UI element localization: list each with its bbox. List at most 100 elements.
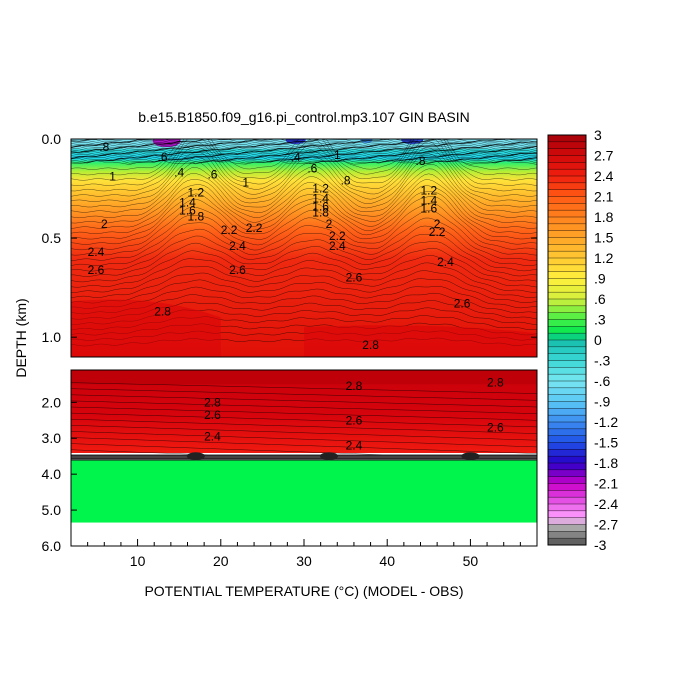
colorbar-bin: [548, 428, 586, 437]
colorbar-tick-label: 3: [594, 127, 602, 143]
contour-line: [71, 144, 537, 149]
colorbar: 3 2.7 2.4 2.1 1.8 1.5 1.2 .9 .6 .3 0 -.3 -.6 -.9 -1.2 -…: [547, 127, 618, 553]
colorbar-bin: [548, 230, 586, 238]
colorbar-bin: [548, 285, 586, 293]
contour-label: 1.2: [312, 182, 329, 196]
contour-line: [71, 145, 537, 151]
colorbar-bin: [548, 483, 586, 491]
lower-y-axis: 2.0 3.0 4.0 5.0 6.0: [42, 394, 77, 554]
colorbar-bin: [548, 223, 586, 232]
colorbar-bin: [548, 504, 586, 512]
colorbar-bin: [548, 360, 586, 368]
contour-line: [71, 139, 537, 181]
colorbar-bin: [548, 346, 586, 355]
colorbar-bin: [548, 251, 586, 259]
colorbar-bin: [548, 155, 586, 163]
colorbar-bin: [548, 374, 586, 382]
contour-label: 2.2: [329, 229, 346, 243]
contour-label: .4: [291, 150, 301, 164]
contour-label: 1.8: [312, 205, 329, 219]
contour-line: [71, 400, 537, 414]
contour-line: [71, 217, 537, 261]
colorbar-tick-label: .3: [594, 312, 606, 328]
colorbar-bin: [548, 394, 586, 402]
contour-line: [71, 418, 537, 434]
contour-line: [71, 148, 537, 154]
contour-label: 2.2: [221, 223, 238, 237]
contour-label: 2.6: [346, 271, 363, 285]
contour-label: .6: [307, 162, 317, 176]
colorbar-tick-label: -1.5: [594, 435, 618, 451]
x-tick-label: 10: [130, 553, 146, 569]
upper-panel-frame: [70, 138, 538, 358]
x-axis: 10 20 30 40 50: [70, 539, 538, 569]
x-tick-label: 50: [463, 553, 479, 569]
colorbar-bin: [548, 217, 586, 225]
colorbar-bin: [548, 244, 586, 252]
colorbar-bin: [548, 401, 586, 409]
contour-line: [71, 139, 537, 145]
contour-label: 2.4: [329, 239, 346, 253]
contour-label: 2.4: [204, 429, 221, 443]
contour-label: .8: [99, 140, 109, 154]
contour-line: [71, 142, 537, 147]
y-tick-label: 0.5: [42, 230, 62, 246]
contour-line: [71, 247, 537, 283]
y-tick-label: 3.0: [42, 430, 62, 446]
colorbar-bin: [548, 135, 586, 143]
colorbar-bin: [548, 237, 586, 245]
colorbar-bin: [548, 463, 586, 471]
colorbar-tick-label: 0: [594, 332, 602, 348]
contour-label: 1.4: [179, 195, 196, 209]
contour-label: .6: [158, 150, 168, 164]
contour-label: 2.4: [437, 255, 454, 269]
colorbar-tick-label: -.9: [594, 394, 611, 410]
colorbar-tick-label: -1.2: [594, 414, 618, 430]
colorbar-tick-label: -2.7: [594, 517, 618, 533]
contour-label: 2.6: [346, 413, 363, 427]
contour-line: [71, 185, 537, 235]
contour-label: 2.4: [88, 245, 105, 259]
colorbar-bin: [548, 292, 586, 300]
contour-line: [71, 431, 537, 448]
y-tick-label: 0.0: [42, 131, 62, 147]
contour-label: 2.8: [204, 395, 221, 409]
colorbar-tick-label: -1.8: [594, 455, 618, 471]
contour-line: [71, 270, 537, 299]
colorbar-bin: [548, 524, 586, 532]
colorbar-bin: [548, 422, 586, 430]
colorbar-bin: [548, 531, 586, 539]
colorbar-bin: [548, 196, 586, 204]
contour-label: 2.6: [229, 263, 246, 277]
contour-label: .4: [174, 166, 184, 180]
colorbar-bin: [548, 517, 586, 525]
colorbar-bin: [548, 538, 586, 546]
contour-label: 2.6: [487, 420, 504, 434]
bottom-contour-cluster: [319, 452, 338, 461]
contour-line: [71, 382, 537, 394]
colorbar-bin: [548, 340, 586, 348]
colorbar-tick-label: -.3: [594, 353, 611, 369]
colorbar-bin: [548, 442, 586, 450]
contour-line: [71, 160, 537, 165]
bottom-layer-band: [71, 454, 537, 461]
lower-panel: 2.8 2.82.82.6 2.62.62.42.4 2.03.04.05.06.0…: [42, 369, 538, 569]
colorbar-bin: [548, 176, 586, 184]
contour-line: [71, 196, 537, 245]
contour-label: 2.4: [229, 239, 246, 253]
contour-line: [71, 141, 537, 192]
colorbar-bin: [548, 381, 586, 389]
colorbar-bin: [548, 182, 586, 191]
contour-label: 1.6: [179, 203, 196, 217]
contour-line: [71, 406, 537, 421]
contour-label: 2: [101, 217, 108, 231]
contour-line: [71, 241, 537, 277]
colorbar-bin: [548, 456, 586, 464]
colorbar-bin: [548, 415, 586, 423]
colorbar-bin: [548, 148, 586, 156]
contour-label: 1: [242, 176, 249, 190]
colorbar-tick-label: -.6: [594, 373, 611, 389]
upper-y-axis: 0.0 0.5 1.0: [42, 131, 537, 345]
colorbar-bin: [548, 333, 586, 341]
